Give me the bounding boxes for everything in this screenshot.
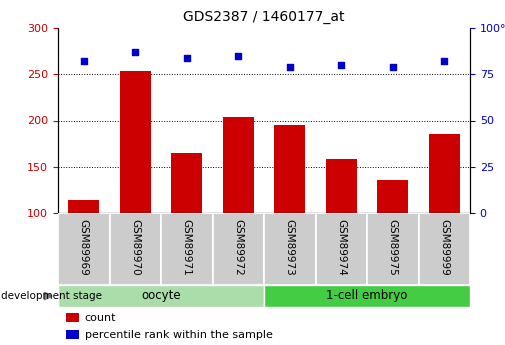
Bar (264, 213, 316, 285)
Point (234, 53, 242, 59)
Bar (171, 153, 202, 213)
Text: GSM89974: GSM89974 (336, 219, 346, 276)
Bar (367, 213, 419, 285)
Text: 1-cell embryo: 1-cell embryo (326, 289, 408, 303)
Bar (223, 117, 254, 213)
Bar (316, 213, 367, 285)
Bar (58, 285, 264, 307)
Bar (419, 213, 470, 285)
Bar (66, 330, 79, 339)
Bar (326, 159, 357, 213)
Bar (110, 213, 161, 285)
Bar (120, 71, 150, 213)
Text: percentile rank within the sample: percentile rank within the sample (85, 330, 273, 340)
Bar (274, 125, 305, 213)
Text: GSM89970: GSM89970 (130, 219, 140, 275)
Bar (429, 134, 460, 213)
Bar (66, 313, 79, 322)
Bar (213, 213, 264, 285)
Text: GSM89973: GSM89973 (285, 219, 295, 276)
Bar (68, 200, 99, 213)
Bar (377, 180, 408, 213)
Point (440, 59, 448, 64)
Bar (161, 213, 213, 285)
Point (183, 55, 191, 60)
Bar (58, 213, 110, 285)
Text: oocyte: oocyte (141, 289, 181, 303)
Text: GSM89971: GSM89971 (182, 219, 192, 276)
Point (286, 64, 294, 70)
Text: GSM89969: GSM89969 (79, 219, 89, 276)
Point (131, 49, 139, 55)
Text: GSM89975: GSM89975 (388, 219, 398, 276)
Point (80, 59, 88, 64)
Text: development stage: development stage (1, 291, 102, 301)
Title: GDS2387 / 1460177_at: GDS2387 / 1460177_at (183, 10, 345, 24)
Point (337, 62, 345, 68)
Bar (264, 285, 470, 307)
Text: count: count (85, 313, 116, 323)
Text: GSM89999: GSM89999 (439, 219, 449, 276)
Text: GSM89972: GSM89972 (233, 219, 243, 276)
Point (389, 64, 397, 70)
